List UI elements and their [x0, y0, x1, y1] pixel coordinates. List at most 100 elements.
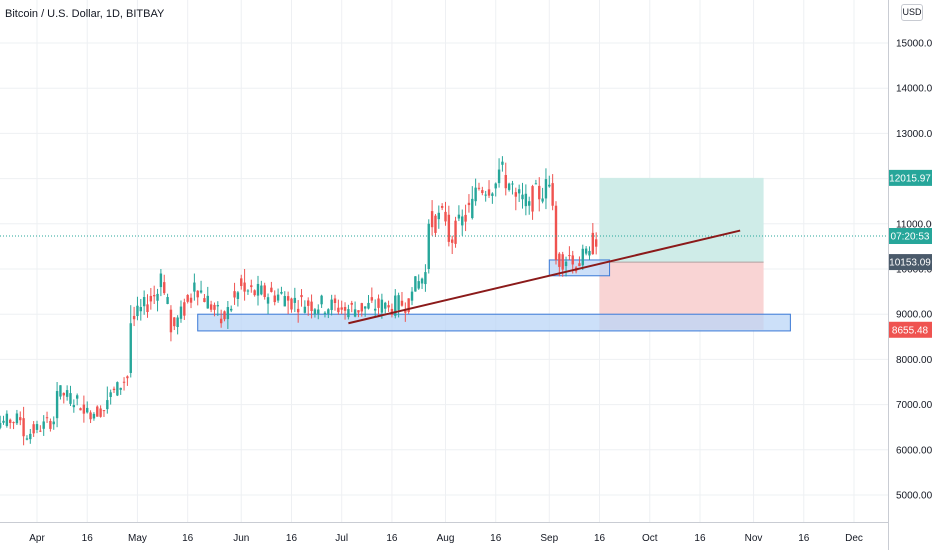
candle-body [166, 297, 169, 304]
candle-body [323, 312, 327, 314]
candle-body [568, 255, 571, 257]
candle-body [132, 315, 136, 320]
candle-body [2, 420, 5, 423]
candle-body [233, 291, 236, 298]
candle-body [410, 291, 414, 301]
y-tick-label: 7000.00 [896, 400, 932, 411]
long-position-tool[interactable] [599, 177, 764, 330]
candle-body [230, 308, 233, 311]
candle-body [400, 300, 404, 306]
currency-button[interactable]: USD [901, 4, 923, 21]
candle-body [32, 424, 35, 434]
candle-body [283, 296, 286, 307]
candle-body [440, 205, 444, 208]
candle-body [45, 417, 49, 419]
y-tick-label: 14000.00 [896, 84, 932, 95]
candle-body [126, 376, 129, 379]
x-tick-label: Apr [29, 533, 45, 544]
candle-body [303, 306, 307, 313]
candle-body [588, 250, 591, 256]
x-tick-label: 16 [798, 533, 810, 544]
candle-body [186, 294, 189, 302]
candle-body [250, 285, 253, 288]
candle-body [487, 189, 491, 196]
candle-body [407, 298, 410, 312]
candle-body [437, 212, 441, 220]
y-tick-label: 13000.00 [896, 129, 932, 140]
candle-body [156, 293, 159, 301]
candle-body [75, 395, 79, 399]
candle-body [52, 421, 55, 425]
candle-body [404, 310, 407, 313]
candle-body [507, 183, 511, 190]
trendlines[interactable] [0, 229, 888, 325]
candle-body [293, 297, 297, 303]
candle-body [424, 272, 427, 285]
candle-body [106, 400, 109, 410]
candle-body [55, 391, 59, 419]
candle-body [534, 183, 538, 185]
candle-body [280, 292, 283, 294]
candle-body [564, 261, 568, 267]
candle-body [548, 184, 551, 187]
candle-body [9, 419, 12, 423]
candle-body [139, 307, 142, 312]
candle-body [223, 311, 226, 320]
candle-body [481, 190, 484, 194]
candle-body [343, 306, 347, 311]
chart-title: Bitcoin / U.S. Dollar, 1D, BITBAY [5, 8, 165, 20]
candle-body [517, 189, 521, 194]
candle-body [62, 393, 65, 396]
candle-body [571, 255, 574, 265]
candle-body [317, 309, 320, 314]
candle-body [189, 297, 193, 303]
price-badge-bg [889, 321, 932, 338]
candle-body [347, 309, 350, 318]
candle-body [454, 220, 457, 244]
candle-body [370, 297, 374, 301]
candle-body [263, 285, 266, 298]
candle-body [528, 201, 531, 206]
candle-body [136, 305, 139, 317]
x-tick-label: 16 [82, 533, 94, 544]
candle-body [461, 216, 464, 226]
candle-body [360, 303, 363, 312]
candle-body [524, 193, 528, 207]
candle-body [591, 232, 595, 255]
candle-body [92, 413, 96, 419]
candle-body [427, 223, 430, 269]
candle-body [337, 307, 340, 313]
candle-body [69, 393, 72, 404]
candle-body [273, 295, 276, 303]
candle-body [173, 317, 176, 327]
price-badge-bg [889, 254, 932, 271]
candle-body [236, 292, 240, 299]
candle-body [0, 422, 2, 428]
candle-body [444, 211, 447, 222]
candle-body [286, 296, 290, 301]
candle-body [477, 187, 481, 189]
candle-body [561, 254, 564, 270]
candle-body [541, 198, 544, 202]
candle-body [296, 308, 300, 313]
candle-body [363, 306, 367, 309]
y-tick-label: 9000.00 [896, 310, 932, 321]
candle-body [558, 253, 561, 267]
candle-body [25, 438, 29, 440]
x-tick-label: Jun [233, 533, 249, 544]
candle-body [353, 309, 357, 317]
candle-body [256, 283, 260, 296]
candle-body [521, 194, 524, 200]
y-tick-label: 15000.00 [896, 39, 932, 50]
x-tick-label: 16 [182, 533, 194, 544]
candle-body [193, 282, 196, 292]
candle-body [373, 308, 377, 311]
candle-body [142, 297, 146, 307]
x-tick-label: 16 [490, 533, 502, 544]
support-zones[interactable] [197, 259, 791, 332]
price-badges: 12015.97 07:20:53 10153.09 8655.48 [889, 169, 932, 338]
candle-body [387, 305, 390, 308]
candle-body [89, 412, 92, 420]
